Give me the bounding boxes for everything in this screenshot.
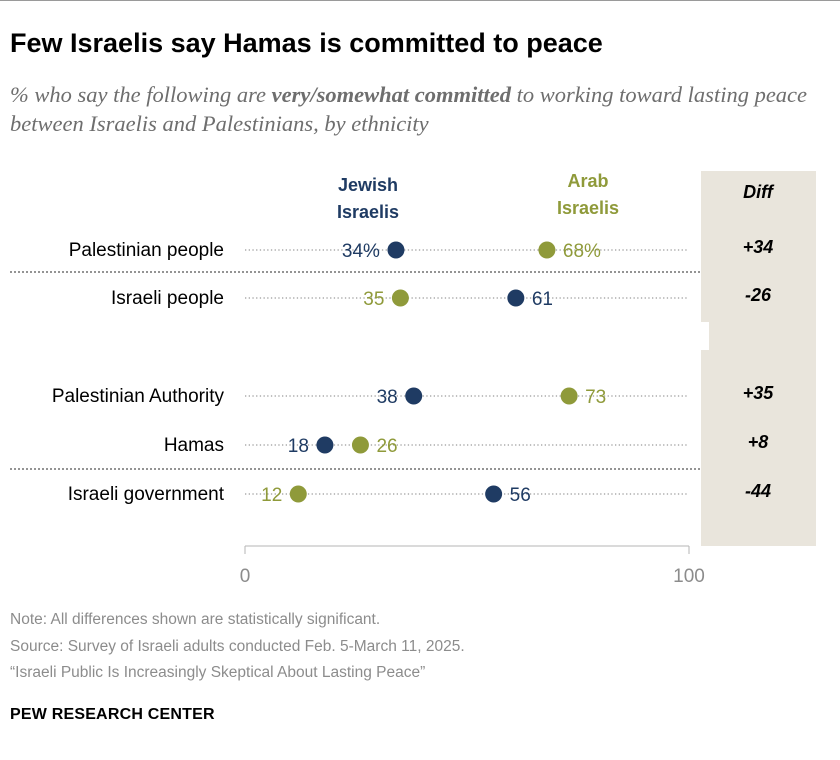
legend-label: Israelis: [337, 202, 399, 222]
category-label: Palestinian Authority: [52, 386, 225, 407]
diff-value: +8: [748, 432, 769, 452]
value-label: 18: [288, 436, 309, 457]
diff-value: -26: [745, 285, 772, 305]
value-label: 26: [376, 436, 397, 457]
diff-column-notch: [701, 322, 709, 350]
source-text: Source: Survey of Israeli adults conduct…: [10, 638, 465, 655]
data-dot: [391, 289, 409, 307]
note-text: Note: All differences shown are statisti…: [10, 611, 381, 628]
subtitle-emphasis: very/somewhat committed: [271, 82, 511, 107]
value-label: 61: [532, 289, 553, 310]
legend-label: Arab: [567, 171, 608, 191]
data-dot: [316, 436, 334, 454]
value-label: 73: [585, 387, 606, 408]
data-dot: [538, 241, 556, 259]
report-title-text: “Israeli Public Is Increasingly Skeptica…: [10, 664, 426, 681]
legend-label: Jewish: [338, 175, 398, 195]
diff-column-background: [701, 171, 816, 546]
data-dot: [351, 436, 369, 454]
data-dot: [387, 241, 405, 259]
value-label: 38: [377, 387, 398, 408]
legend-label: Israelis: [557, 198, 619, 218]
category-label: Israeli people: [111, 288, 224, 309]
diff-value: +34: [743, 237, 774, 257]
x-tick-label: 100: [673, 566, 705, 587]
subtitle-part: % who say the following are: [10, 82, 272, 107]
diff-header: Diff: [743, 182, 775, 202]
data-dot: [289, 485, 307, 503]
category-label: Palestinian people: [69, 240, 224, 261]
value-label: 35: [363, 289, 384, 310]
category-label: Hamas: [164, 435, 224, 456]
chart-subtitle: % who say the following are very/somewha…: [10, 80, 810, 138]
data-dot: [485, 485, 503, 503]
data-dot: [405, 387, 423, 405]
top-rule: [0, 0, 840, 1]
chart-title: Few Israelis say Hamas is committed to p…: [10, 28, 603, 58]
category-label: Israeli government: [68, 484, 225, 505]
pew-logo-text: PEW RESEARCH CENTER: [10, 706, 215, 723]
diff-value: -44: [745, 481, 771, 501]
data-dot: [507, 289, 525, 307]
diff-value: +35: [743, 383, 775, 403]
dot-plot: Diff Jewish Israelis Arab Israelis Palestinia…: [10, 171, 816, 587]
value-label: 68%: [563, 241, 601, 262]
value-label: 12: [261, 485, 282, 506]
x-tick-label: 0: [240, 566, 251, 587]
value-label: 34%: [342, 241, 380, 262]
subtitle-part: to working toward lasting peace between …: [10, 82, 808, 136]
data-dot: [560, 387, 578, 405]
value-label: 56: [510, 485, 531, 506]
